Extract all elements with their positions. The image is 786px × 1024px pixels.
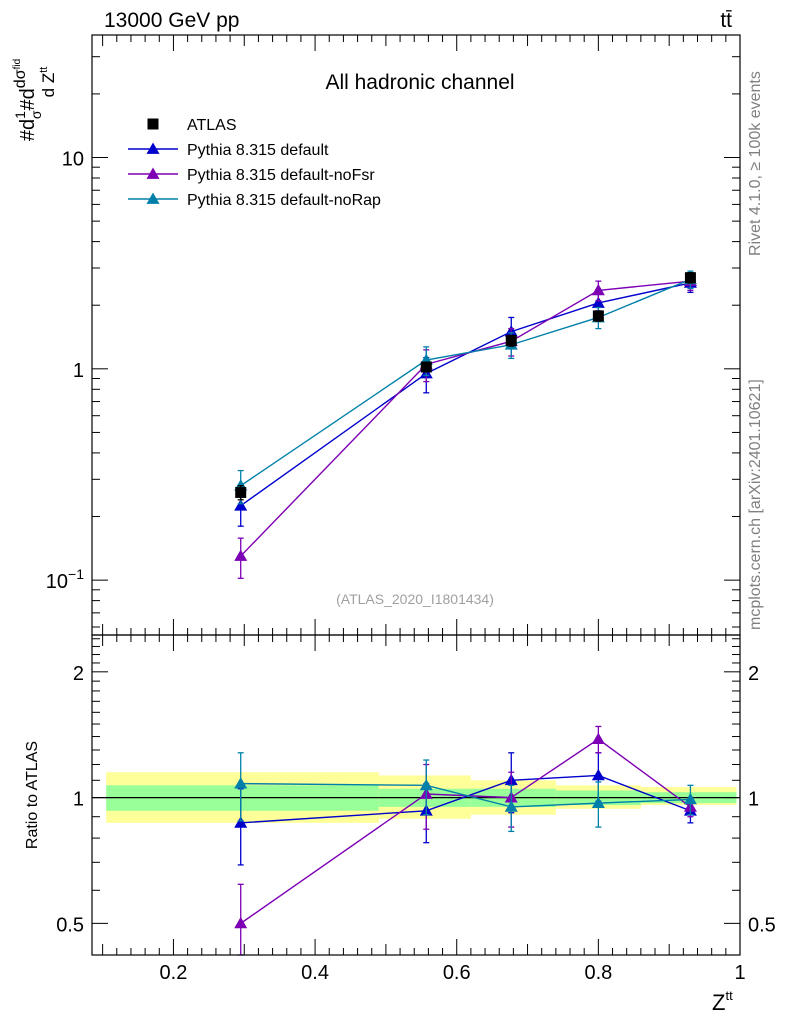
legend-label-noFsr: Pythia 8.315 default-noFsr <box>187 167 375 184</box>
main-title: All hadronic channel <box>325 71 514 94</box>
main-y-tick-base: 10 <box>46 571 68 593</box>
x-tick-label-4: 1 <box>734 962 745 984</box>
analysis-label: (ATLAS_2020_I1801434) <box>336 591 494 607</box>
rivet-label: Rivet 4.1.0, ≥ 100k events <box>747 71 764 256</box>
legend-marker-noFsr <box>146 167 160 179</box>
x-tick-label-2: 0.6 <box>443 962 471 984</box>
ratio-y-tick-label-right-1: 1 <box>748 789 759 811</box>
main-y-tick-label-2: 10 <box>62 149 84 171</box>
legend-marker-atlas <box>147 118 159 130</box>
legend: ATLAS Pythia 8.315 default Pythia 8.315 de… <box>128 117 381 209</box>
ratio-series-noRap <box>234 752 697 833</box>
ratio-point-noRap-2 <box>504 800 518 812</box>
ratio-y-tick-label-1: 1 <box>73 789 84 811</box>
main-y-tick-label-1: 1 <box>73 360 84 382</box>
ratio-series-noFsr <box>234 725 697 956</box>
ratio-point-noFsr-0 <box>234 916 248 929</box>
series-noFsr <box>234 272 697 579</box>
ratio-point-noRap-3 <box>591 796 605 808</box>
point-default-0 <box>234 499 248 511</box>
x-tick-label-1: 0.4 <box>301 962 329 984</box>
ratio-point-noRap-1 <box>419 778 433 791</box>
main-y-tick-exp: −1 <box>68 566 84 582</box>
ratio-ylabel: Ratio to ATLAS <box>24 741 41 849</box>
series-atlas <box>235 272 696 501</box>
ratio-y-tick-label-2: 2 <box>73 663 84 685</box>
legend-label-atlas: ATLAS <box>187 117 237 134</box>
ratio-y-tick-label-0: 0.5 <box>56 914 84 936</box>
ratio-point-default-0 <box>234 816 248 828</box>
ratio-point-noRap-4 <box>683 792 697 805</box>
line-noFsr <box>240 280 691 557</box>
legend-marker-default <box>146 142 160 154</box>
line-default <box>240 282 691 507</box>
mcplots-label: mcplots.cern.ch [arXiv:2401.10621] <box>747 379 764 630</box>
ratio-line-noFsr <box>240 738 691 924</box>
main-y-tick-label-0: 10−1 <box>46 566 84 593</box>
svg-text:#d1σ#ddσfid: #d1σ#ddσfid <box>12 59 44 141</box>
point-atlas-2 <box>505 335 517 347</box>
point-atlas-0 <box>235 486 247 498</box>
series-default <box>234 273 697 527</box>
point-default-3 <box>591 296 605 308</box>
main-y-tick-base: 1 <box>73 360 84 382</box>
legend-marker-noRap <box>146 192 160 204</box>
x-axis-label: Ztt <box>712 988 733 1015</box>
main-ylabel: #d1σ#ddσfid d Ztt <box>12 59 58 141</box>
point-atlas-4 <box>684 272 696 284</box>
point-atlas-1 <box>420 361 432 373</box>
ratio-point-default-3 <box>591 768 605 781</box>
x-tick-label-3: 0.8 <box>584 962 612 984</box>
header-left: 13000 GeV pp <box>104 9 239 32</box>
legend-label-noRap: Pythia 8.315 default-noRap <box>187 192 381 209</box>
header-right: tt̄ <box>720 9 732 32</box>
ratio-point-noFsr-3 <box>591 732 605 745</box>
ratio-point-noRap-0 <box>234 777 248 789</box>
ratio-y-tick-label-right-2: 2 <box>748 663 759 685</box>
point-atlas-3 <box>592 310 604 322</box>
point-noFsr-3 <box>591 283 605 296</box>
point-noFsr-0 <box>234 549 248 561</box>
ratio-y-tick-label-right-0: 0.5 <box>748 914 776 936</box>
line-noRap <box>240 278 691 487</box>
legend-label-default: Pythia 8.315 default <box>187 142 329 159</box>
svg-text:d Ztt: d Ztt <box>38 67 58 98</box>
series-noRap <box>234 270 697 505</box>
main-y-tick-base: 10 <box>62 149 84 171</box>
x-tick-label-0: 0.2 <box>160 962 188 984</box>
ratio-frame <box>91 634 741 956</box>
